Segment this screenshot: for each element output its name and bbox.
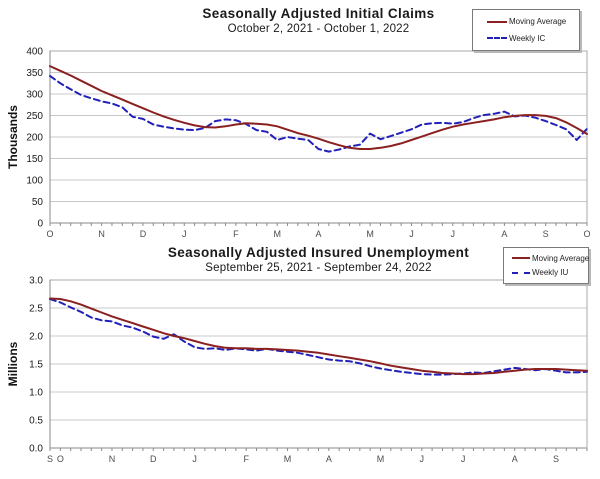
svg-text:0.5: 0.5: [29, 416, 43, 427]
moving-average-line-swatch: [487, 20, 507, 23]
weekly-iu-line-swatch: [512, 271, 530, 274]
svg-text:J: J: [461, 454, 466, 464]
svg-text:J: J: [192, 454, 197, 464]
svg-text:M: M: [273, 229, 281, 239]
svg-text:1.5: 1.5: [29, 360, 43, 371]
svg-text:O: O: [583, 229, 590, 239]
legend-entry-moving-average: Moving Average: [512, 253, 590, 263]
legend: Moving Average Weekly IU: [503, 247, 589, 284]
svg-text:S: S: [543, 229, 549, 239]
moving-average-line-swatch: [512, 257, 530, 260]
svg-text:D: D: [140, 229, 147, 239]
svg-text:1.0: 1.0: [29, 388, 43, 399]
legend-entry-moving-average: Moving Average: [487, 17, 579, 26]
svg-text:50: 50: [32, 197, 44, 208]
svg-text:150: 150: [26, 154, 43, 165]
svg-text:2.5: 2.5: [29, 304, 43, 315]
legend-entry-weekly-iu: Weekly IU: [512, 268, 588, 277]
svg-text:F: F: [233, 229, 239, 239]
svg-text:2.0: 2.0: [29, 332, 43, 343]
legend-label: Moving Average: [532, 253, 590, 263]
svg-text:S: S: [47, 454, 53, 464]
svg-text:300: 300: [26, 90, 43, 101]
svg-text:A: A: [315, 229, 321, 239]
legend: Moving Average Weekly IC: [472, 9, 580, 51]
chart-title: Seasonally Adjusted Insured Unemployment: [167, 245, 470, 260]
svg-text:M: M: [377, 454, 385, 464]
svg-text:J: J: [182, 229, 187, 239]
svg-text:100: 100: [26, 176, 43, 187]
chart-title: Seasonally Adjusted Initial Claims: [202, 6, 435, 21]
svg-text:250: 250: [26, 111, 43, 122]
chart-subtitle: September 25, 2021 - September 24, 2022: [205, 262, 432, 274]
svg-text:3.0: 3.0: [29, 276, 43, 287]
insured-unemployment-chart: Seasonally Adjusted Insured Unemployment…: [0, 239, 600, 479]
chart-subtitle: October 2, 2021 - October 1, 2022: [227, 23, 410, 35]
svg-text:0.0: 0.0: [29, 444, 43, 455]
svg-text:J: J: [409, 229, 414, 239]
svg-text:F: F: [243, 454, 249, 464]
svg-text:J: J: [451, 229, 456, 239]
legend-label: Weekly IU: [532, 268, 569, 278]
svg-text:A: A: [501, 229, 507, 239]
svg-text:A: A: [512, 454, 518, 464]
legend-entry-weekly-ic: Weekly IC: [487, 34, 579, 43]
legend-label: Weekly IC: [509, 33, 546, 43]
svg-text:J: J: [420, 454, 425, 464]
svg-text:N: N: [109, 454, 116, 464]
svg-text:M: M: [284, 454, 292, 464]
svg-text:M: M: [366, 229, 374, 239]
svg-text:A: A: [326, 454, 332, 464]
weekly-ic-line-swatch: [487, 37, 507, 40]
svg-text:N: N: [98, 229, 105, 239]
svg-text:S: S: [553, 454, 559, 464]
svg-text:350: 350: [26, 68, 43, 79]
svg-text:O: O: [46, 229, 53, 239]
svg-text:O: O: [57, 454, 64, 464]
svg-text:400: 400: [26, 47, 43, 58]
svg-text:200: 200: [26, 133, 43, 144]
svg-text:0: 0: [37, 219, 43, 230]
plot-canvas: 0.00.51.01.52.02.53.0S O N D J F M A M J J A S: [29, 276, 588, 464]
plot-canvas: 0 50 100 150 200 250 300 350 400 O N D J F M A M J J A S O: [26, 47, 590, 240]
initial-claims-chart: Seasonally Adjusted Initial Claims Octob…: [0, 0, 600, 239]
svg-text:D: D: [150, 454, 157, 464]
legend-label: Moving Average: [509, 17, 567, 27]
